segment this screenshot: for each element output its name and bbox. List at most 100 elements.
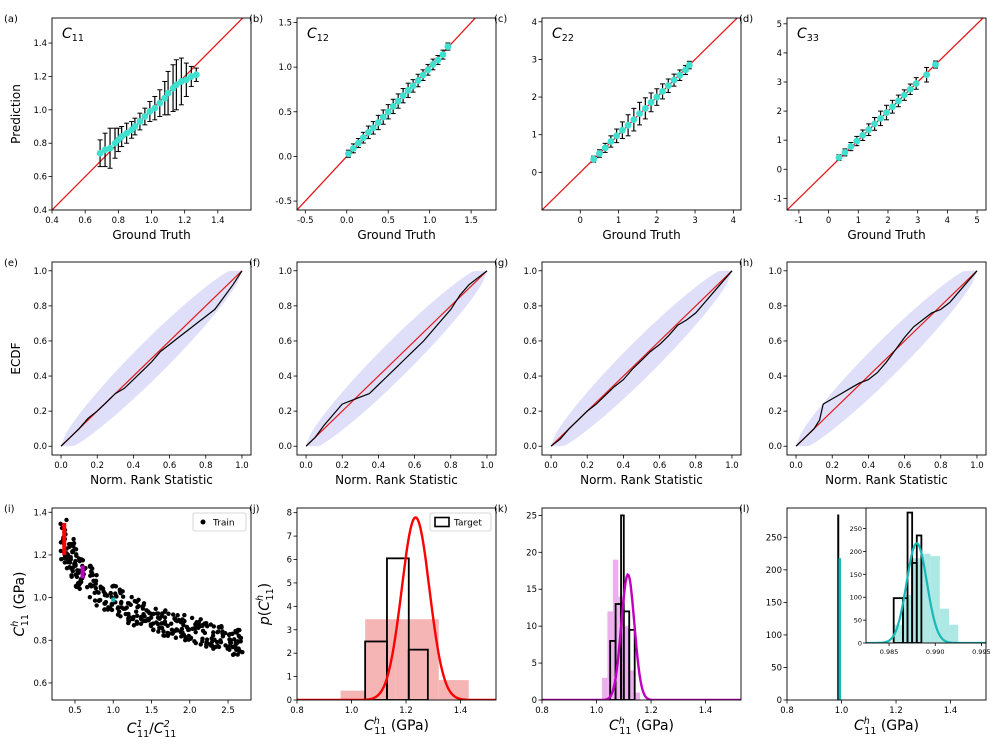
train-point [108, 591, 113, 596]
train-point [77, 568, 82, 573]
x-tick-label: 0.2 [335, 461, 349, 471]
prediction-point [889, 103, 896, 111]
x-tick-label: 0.6 [163, 461, 177, 471]
x-tick-label: 1.0 [345, 706, 359, 716]
y-tick-label: 0.0 [33, 442, 47, 452]
train-point [73, 562, 78, 567]
x-axis-label: Ch 11 (GPa) [609, 716, 674, 737]
y-tick-label: 20 [526, 548, 537, 558]
train-point [88, 582, 93, 587]
y-tick-label: 100 [766, 631, 782, 641]
identity-line [60, 270, 243, 447]
x-tick-label: 0 [826, 216, 831, 226]
train-point [93, 585, 99, 591]
inset-x-tick-label: 0.995 [972, 648, 991, 656]
y-tick-label: 250 [766, 533, 782, 543]
y-tick-label: 0.8 [768, 302, 782, 312]
train-point [114, 594, 119, 599]
y-tick-label: 2 [287, 649, 292, 659]
inset-y-tick-label: 150 [850, 571, 862, 579]
train-point [74, 574, 80, 580]
train-point [87, 563, 93, 569]
y-axis-label: ECDF [9, 342, 23, 374]
panel-label: (l) [739, 504, 750, 515]
x-tick-label: 0.8 [290, 706, 304, 716]
panel-label: (j) [249, 504, 260, 515]
prediction-point [182, 76, 190, 84]
density-curve [542, 572, 741, 700]
y-tick-label: 0.6 [33, 173, 47, 183]
x-tick-label: 0.5 [68, 706, 82, 716]
train-point [193, 629, 198, 635]
x-axis-label: Norm. Rank Statistic [580, 473, 703, 487]
plot-area [550, 270, 733, 447]
panel-f: 0.0 0.2 0.4 0.6 0.8 1.0 0.0 0.2 0.4 0.6 0.8 1.0 (f) N… [249, 258, 497, 487]
prediction-point [434, 56, 442, 64]
x-tick-label: 4 [945, 216, 950, 226]
y-tick-label: 3 [532, 55, 537, 65]
inset-y-tick-label: 100 [850, 594, 862, 602]
train-point [218, 640, 224, 645]
prediction-point [883, 109, 890, 116]
panel-label: (g) [494, 258, 508, 269]
inset-y-tick-label: 0 [858, 640, 862, 648]
inset-predicted-bar [921, 553, 931, 643]
train-point [118, 614, 123, 619]
train-point [125, 600, 131, 606]
x-tick-label: 1.0 [590, 706, 604, 716]
x-axis-label: Norm. Rank Statistic [90, 473, 213, 487]
train-point [101, 589, 106, 594]
prediction-point [364, 128, 372, 136]
prediction-point [429, 61, 437, 68]
x-tick-label: 0.8 [444, 461, 458, 471]
y-tick-label: 1.4 [33, 508, 47, 518]
prediction-point [847, 143, 855, 150]
y-tick-label: 5 [532, 659, 537, 669]
x-tick-label: 0.4 [372, 461, 386, 471]
axes-frame [51, 17, 252, 211]
y-tick-label: 0.4 [768, 372, 782, 382]
prediction-point [685, 61, 693, 69]
train-point [69, 542, 75, 547]
x-tick-label: 1.2 [399, 706, 413, 716]
legend-box [192, 512, 247, 532]
y-tick-label: 0.6 [33, 679, 47, 689]
x-tick-label: 1.0 [480, 461, 494, 471]
train-point [71, 536, 76, 542]
legend-marker [200, 519, 206, 525]
x-axis-label: Ground Truth [112, 228, 190, 242]
x-tick-label: 0.0 [544, 461, 558, 471]
x-tick-label: 5 [974, 216, 979, 226]
train-point [204, 640, 209, 645]
y-tick-label: 6 [287, 556, 292, 566]
train-point [148, 615, 154, 620]
train-point [104, 593, 110, 598]
x-tick-label: 0.4 [45, 216, 59, 226]
train-point [238, 639, 243, 644]
train-point [240, 649, 245, 655]
prediction-point [123, 129, 131, 137]
x-tick-label: 0.0 [299, 461, 313, 471]
prediction-point [444, 43, 452, 50]
y-tick-label: 1.2 [33, 551, 47, 561]
prediction-point [161, 94, 169, 102]
x-tick-label: 2.5 [221, 706, 235, 716]
x-axis-label: Ch 11 (GPa) [364, 716, 429, 737]
y-tick-label: 0.5 [278, 108, 292, 118]
train-point [134, 619, 140, 624]
train-point [67, 560, 73, 565]
train-point [181, 622, 186, 628]
x-tick-label: 1.4 [211, 216, 225, 226]
x-axis-label: Ground Truth [357, 228, 435, 242]
y-tick-label: 1.0 [523, 267, 537, 277]
train-point [171, 629, 176, 634]
panel-c: 0 1 2 3 4 0 1 2 3 4 (c) C22 Ground Truth [494, 14, 742, 242]
inset-x-tick-label: 0.985 [880, 648, 899, 656]
train-point [97, 597, 103, 603]
prediction-point [164, 89, 172, 97]
prediction-point [601, 144, 609, 152]
panel-title: C12 [307, 26, 329, 44]
train-point [225, 646, 230, 651]
train-point [182, 618, 187, 624]
ecdf-line [60, 270, 243, 447]
